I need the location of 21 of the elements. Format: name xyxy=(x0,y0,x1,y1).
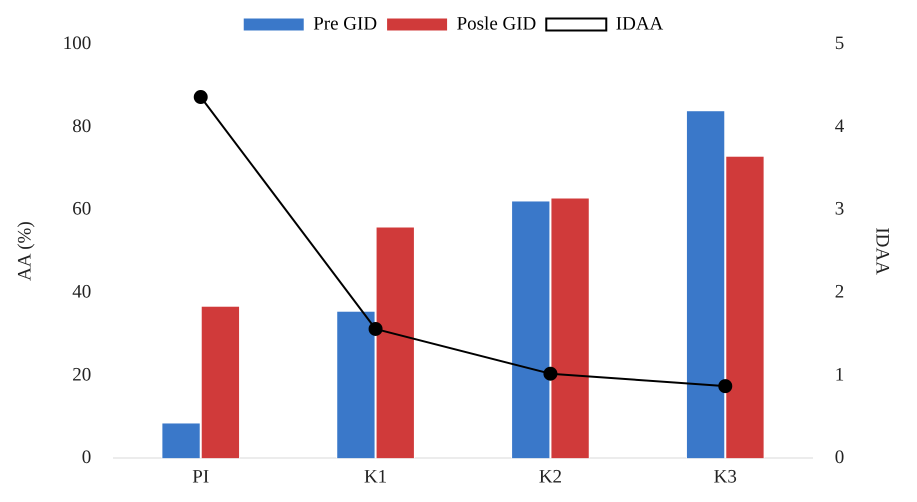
legend-label: Posle GID xyxy=(456,13,536,34)
y-tick-label: 0 xyxy=(82,447,92,468)
x-tick-label: K1 xyxy=(364,466,388,488)
x-tick-label: K3 xyxy=(714,466,737,488)
y-tick-label: 20 xyxy=(72,364,92,386)
y-tick-label: 60 xyxy=(72,198,92,220)
legend-label: IDAA xyxy=(616,13,664,34)
x-tick-label: PI xyxy=(192,466,210,488)
y-axis-title: AA (%) xyxy=(14,221,36,281)
y-tick-label: 80 xyxy=(72,116,92,137)
x-tick-label: K2 xyxy=(538,466,562,488)
y2-axis-title: IDAA xyxy=(872,227,893,276)
y2-tick-label: 3 xyxy=(834,198,844,220)
y2-tick-label: 5 xyxy=(834,32,844,54)
y-tick-label: 100 xyxy=(62,32,92,54)
y2-tick-label: 2 xyxy=(834,282,844,303)
y2-tick-label: 0 xyxy=(834,447,844,468)
y2-tick-label: 1 xyxy=(834,364,844,386)
y2-tick-label: 4 xyxy=(834,116,845,137)
legend-label: Pre GID xyxy=(313,13,378,34)
y-tick-label: 40 xyxy=(72,282,92,303)
